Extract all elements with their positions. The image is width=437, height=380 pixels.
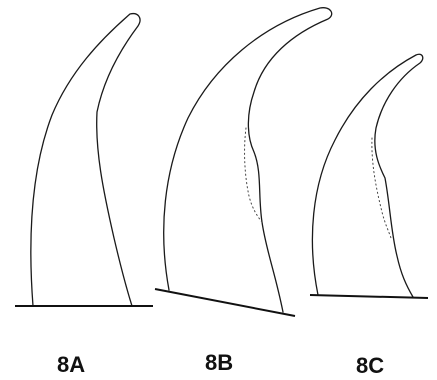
panel-label-8c: 8C [356,353,384,378]
baseline-8c [309,294,429,299]
claw-outline-8b [163,7,333,313]
panel-label-8b: 8B [205,350,233,375]
claw-outline-8a [30,12,141,307]
panel-8b: 8B [154,7,333,375]
baseline-8b [154,288,296,317]
dotted-margin-8c [371,137,392,239]
panel-label-8a: 8A [57,352,85,377]
dotted-margin-8b [244,127,263,223]
panel-8c: 8C [309,53,429,378]
panel-8a: 8A [15,12,153,377]
claw-outline-8c [311,53,424,298]
